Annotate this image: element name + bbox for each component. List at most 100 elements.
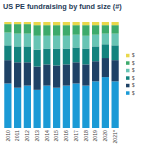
bar-segment [112, 34, 119, 46]
bar-segment [43, 64, 50, 85]
bar-segment [14, 88, 21, 128]
legend-swatch [126, 91, 130, 95]
bar-segment [92, 22, 99, 25]
bar-segment [14, 24, 21, 34]
bar-segment [102, 34, 109, 45]
bar-segment [73, 62, 80, 83]
x-tick-label: 2011 [14, 130, 20, 141]
bar-segment [63, 36, 70, 49]
x-tick-label: 2010 [5, 130, 11, 142]
bar-segment [82, 25, 89, 36]
bar-segment [4, 45, 11, 60]
bar-segment [34, 90, 41, 128]
bar-segment [24, 62, 31, 85]
bar-segment [53, 36, 60, 49]
legend-label: $ [132, 83, 135, 88]
bar-segment [112, 22, 119, 25]
bar-segment [112, 81, 119, 128]
bar-segment [24, 46, 31, 62]
bar-segment [92, 81, 99, 128]
bar-segment [4, 83, 11, 128]
bar-segment [4, 33, 11, 46]
chart-svg: US PE fundraising by fund size (#)201020… [0, 0, 150, 150]
bar-segment [112, 45, 119, 60]
bar-segment [53, 22, 60, 25]
x-tick-label: 2014 [44, 130, 50, 142]
legend-swatch [126, 61, 130, 65]
title: US PE fundraising by fund size (#) [3, 2, 122, 11]
bar-segment [43, 25, 50, 36]
bar-segment [34, 25, 41, 36]
bar-segment [92, 61, 99, 81]
x-tick-label: 2021* [112, 130, 118, 144]
bar-segment [53, 25, 60, 36]
x-tick-label: 2019 [92, 130, 98, 142]
bar-segment [102, 22, 109, 25]
bar-segment [14, 34, 21, 47]
bar-segment [82, 86, 89, 128]
bar-segment [34, 50, 41, 67]
bar-segment [102, 58, 109, 77]
bar-segment [24, 22, 31, 24]
legend-label: $ [132, 53, 135, 58]
bar-segment [14, 22, 21, 24]
bar-segment [82, 36, 89, 49]
bar-segment [63, 25, 70, 36]
legend-swatch [126, 84, 130, 88]
bar-segment [92, 46, 99, 61]
legend-label: $ [132, 76, 135, 81]
bar-segment [43, 49, 50, 65]
bar-segment [102, 25, 109, 33]
legend-swatch [126, 54, 130, 58]
bar-segment [4, 24, 11, 32]
bar-segment [14, 62, 21, 87]
bar-segment [73, 47, 80, 62]
bar-segment [63, 64, 70, 85]
bar-segment [43, 86, 50, 128]
bar-segment [63, 49, 70, 65]
legend-label: $ [132, 68, 135, 73]
bar-segment [34, 22, 41, 25]
bar-segment [82, 64, 89, 85]
bar-segment [82, 49, 89, 65]
bar-segment [53, 49, 60, 66]
bar-segment [4, 60, 11, 83]
bar-segment [34, 36, 41, 50]
bar-segment [63, 22, 70, 25]
bar-segment [53, 88, 60, 128]
bar-segment [92, 25, 99, 35]
bar-segment [73, 35, 80, 48]
legend-label: $ [132, 91, 135, 96]
legend-swatch [126, 69, 130, 73]
bar-segment [43, 22, 50, 25]
x-tick-label: 2018 [83, 130, 89, 142]
chart-root: US PE fundraising by fund size (#)201020… [0, 0, 150, 150]
bar-segment [112, 60, 119, 81]
bar-segment [4, 22, 11, 24]
bar-segment [34, 67, 41, 90]
bar-segment [112, 25, 119, 33]
legend: $ $ $ $ $ $ [126, 53, 135, 96]
bar-segment [24, 34, 31, 47]
bar-segment [63, 86, 70, 128]
bar-segment [102, 44, 109, 58]
bar-segment [73, 83, 80, 128]
bar-segment [53, 65, 60, 87]
legend-swatch [126, 76, 130, 80]
legend-label: $ [132, 61, 135, 66]
x-tick-label: 2017 [73, 130, 79, 142]
bar-segment [73, 25, 80, 35]
bar-segment [102, 77, 109, 128]
bar-segment [82, 22, 89, 25]
x-tick-label: 2013 [34, 130, 40, 142]
x-tick-label: 2020 [102, 130, 108, 142]
bar-segment [24, 86, 31, 128]
x-tick-label: 2016 [63, 130, 69, 142]
bar-segment [43, 36, 50, 49]
bars [4, 22, 118, 128]
bar-segment [24, 24, 31, 34]
x-tick-label: 2015 [53, 130, 59, 142]
bar-segment [14, 46, 21, 62]
bar-segment [73, 22, 80, 25]
bar-segment [92, 35, 99, 47]
